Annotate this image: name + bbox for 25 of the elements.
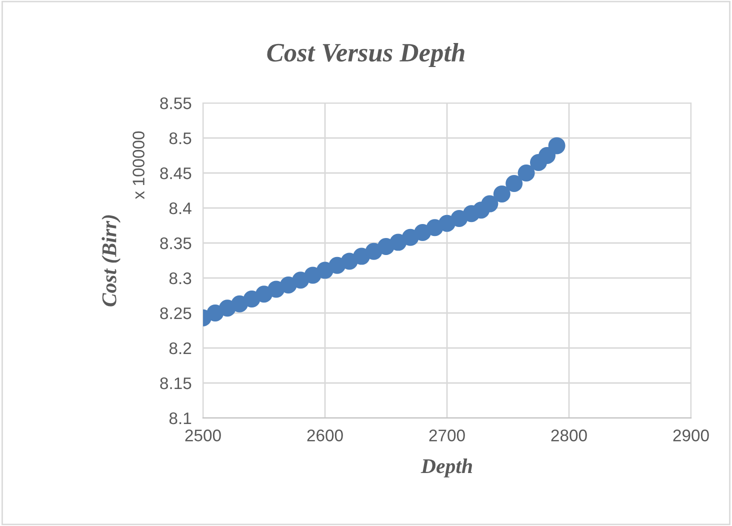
y-tick-label: 8.4: [169, 202, 192, 214]
x-tick-label: 2500: [185, 430, 221, 442]
x-axis-title: Depth: [420, 458, 472, 478]
point: [518, 164, 535, 182]
y-tick-label: 8.55: [160, 97, 192, 110]
y-tick-label: 8.15: [160, 377, 192, 390]
point: [481, 195, 498, 212]
text: x 100000: [132, 131, 144, 200]
chart-title: Cost Versus Depth: [267, 43, 464, 67]
point: [493, 185, 510, 203]
point: [506, 174, 523, 192]
x-tick-label: 2600: [307, 430, 343, 442]
point: [548, 137, 566, 154]
y-axis-title: Cost (Birr): [102, 215, 121, 306]
point: [538, 146, 556, 164]
x-tick-label: 2800: [551, 430, 587, 442]
x-tick-label: 2900: [673, 430, 709, 442]
y-tick-label: 8.35: [160, 237, 192, 250]
y-tick-label: 8.45: [160, 167, 192, 180]
y-tick-label: 8.25: [160, 307, 192, 320]
y-tick-label: 8.1: [169, 412, 192, 424]
x-tick-label: 2700: [429, 430, 465, 442]
y-tick-label: 8.5: [169, 132, 192, 144]
y-tick-label: 8.2: [169, 342, 192, 354]
y-tick-label: 8.3: [169, 272, 192, 284]
